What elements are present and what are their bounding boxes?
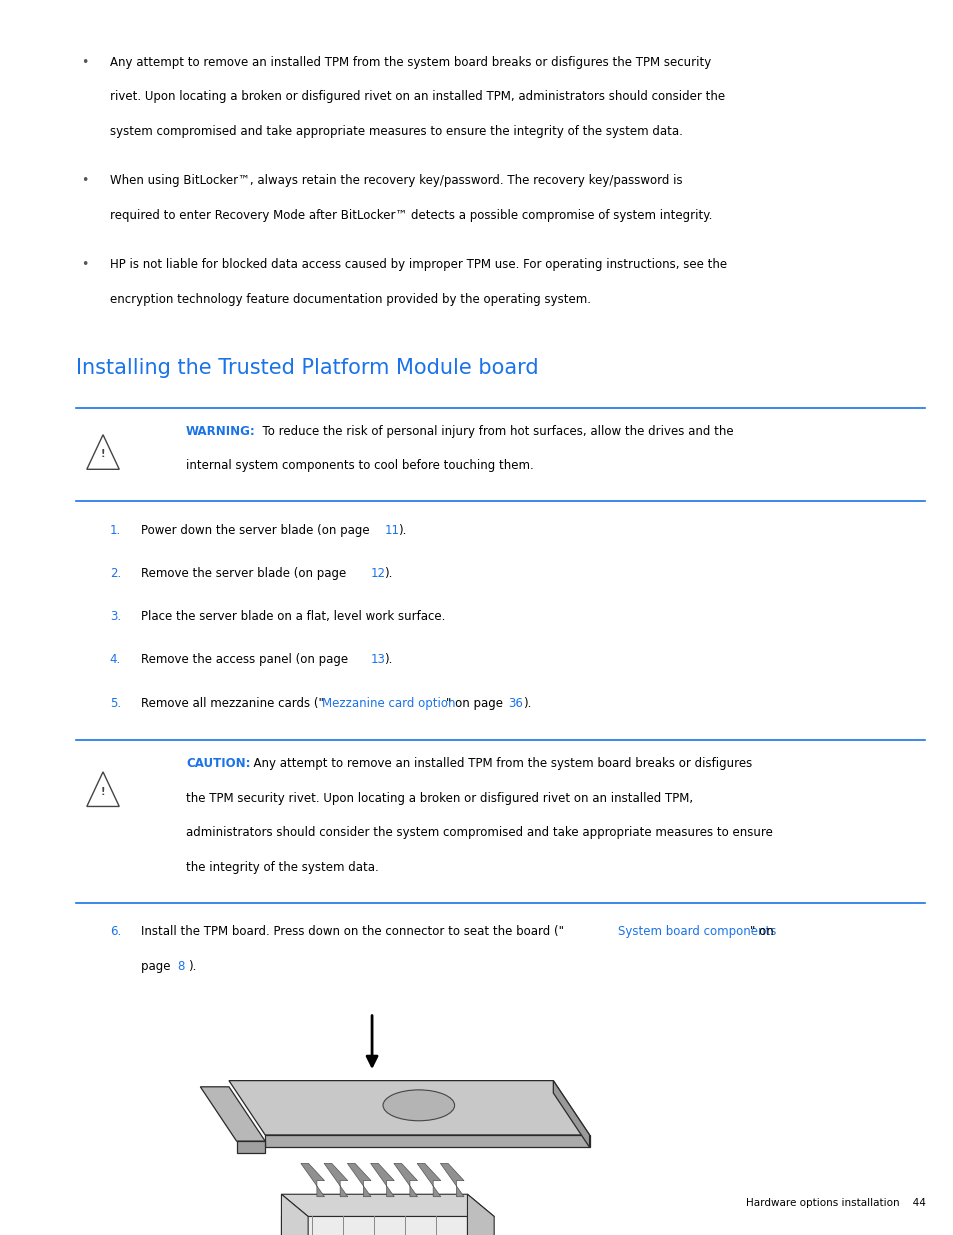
Text: the integrity of the system data.: the integrity of the system data. [186,861,378,874]
Polygon shape [200,1087,265,1141]
Text: Remove the server blade (on page: Remove the server blade (on page [141,567,350,580]
Text: rivet. Upon locating a broken or disfigured rivet on an installed TPM, administr: rivet. Upon locating a broken or disfigu… [110,90,724,104]
Polygon shape [236,1141,265,1153]
Text: internal system components to cool before touching them.: internal system components to cool befor… [186,459,534,473]
Text: system compromised and take appropriate measures to ensure the integrity of the : system compromised and take appropriate … [110,125,681,138]
Ellipse shape [382,1091,454,1121]
Text: !: ! [101,787,105,797]
Text: !: ! [101,450,105,459]
Polygon shape [229,1081,589,1135]
Polygon shape [467,1194,494,1235]
Text: 2.: 2. [110,567,121,580]
Text: 4.: 4. [110,653,121,667]
Text: Remove all mezzanine cards (": Remove all mezzanine cards (" [141,697,324,710]
Text: Any attempt to remove an installed TPM from the system board breaks or disfigure: Any attempt to remove an installed TPM f… [110,56,710,69]
Text: 11: 11 [384,524,399,537]
Polygon shape [440,1163,463,1197]
Text: •: • [81,258,89,272]
Polygon shape [281,1216,467,1235]
Polygon shape [281,1194,308,1235]
Text: required to enter Recovery Mode after BitLocker™ detects a possible compromise o: required to enter Recovery Mode after Bi… [110,209,711,222]
Text: 5.: 5. [110,697,121,710]
Text: Any attempt to remove an installed TPM from the system board breaks or disfigure: Any attempt to remove an installed TPM f… [246,757,752,771]
Text: the TPM security rivet. Upon locating a broken or disfigured rivet on an install: the TPM security rivet. Upon locating a … [186,792,693,805]
Text: encryption technology feature documentation provided by the operating system.: encryption technology feature documentat… [110,293,590,306]
Text: 3.: 3. [110,610,121,624]
Text: ).: ). [188,960,196,973]
Text: Installing the Trusted Platform Module board: Installing the Trusted Platform Module b… [76,358,538,378]
Text: ).: ). [384,567,393,580]
Text: •: • [81,56,89,69]
Text: " on: " on [749,925,773,939]
Text: administrators should consider the system compromised and take appropriate measu: administrators should consider the syste… [186,826,772,840]
Text: ).: ). [397,524,406,537]
Text: When using BitLocker™, always retain the recovery key/password. The recovery key: When using BitLocker™, always retain the… [110,174,681,188]
Polygon shape [370,1163,394,1197]
Text: Install the TPM board. Press down on the connector to seat the board (": Install the TPM board. Press down on the… [141,925,563,939]
Text: HP is not liable for blocked data access caused by improper TPM use. For operati: HP is not liable for blocked data access… [110,258,726,272]
Polygon shape [324,1163,348,1197]
Text: To reduce the risk of personal injury from hot surfaces, allow the drives and th: To reduce the risk of personal injury fr… [254,425,733,438]
Polygon shape [553,1081,589,1147]
Text: Mezzanine card option: Mezzanine card option [322,697,456,710]
Text: 36: 36 [508,697,523,710]
Text: Hardware options installation    44: Hardware options installation 44 [744,1198,924,1208]
Text: WARNING:: WARNING: [186,425,255,438]
Text: 6.: 6. [110,925,121,939]
Text: 12: 12 [371,567,386,580]
Text: " on page: " on page [446,697,507,710]
Text: Remove the access panel (on page: Remove the access panel (on page [141,653,352,667]
Text: page: page [141,960,174,973]
Polygon shape [394,1163,417,1197]
Text: Power down the server blade (on page: Power down the server blade (on page [141,524,374,537]
Polygon shape [300,1163,324,1197]
Text: CAUTION:: CAUTION: [186,757,251,771]
Text: 1.: 1. [110,524,121,537]
Text: ).: ). [522,697,531,710]
Polygon shape [281,1194,494,1216]
Text: System board components: System board components [618,925,776,939]
Polygon shape [265,1135,589,1147]
Text: 8: 8 [177,960,185,973]
Text: •: • [81,174,89,188]
Text: ).: ). [384,653,393,667]
Text: 13: 13 [371,653,386,667]
Polygon shape [347,1163,371,1197]
Polygon shape [416,1163,440,1197]
Text: Place the server blade on a flat, level work surface.: Place the server blade on a flat, level … [141,610,445,624]
